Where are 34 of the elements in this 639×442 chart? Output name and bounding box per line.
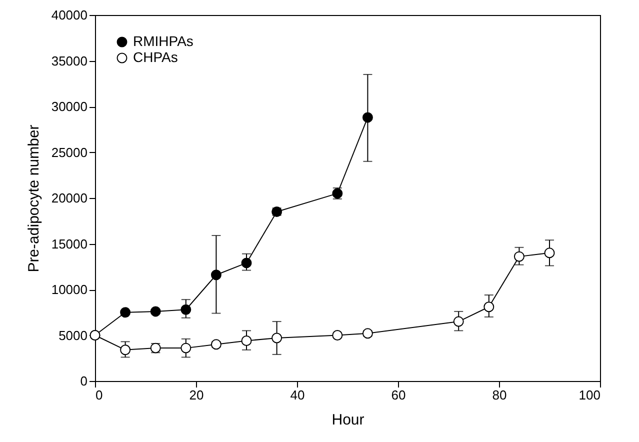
y-axis-title: Pre-adipocyte number [25, 124, 42, 272]
y-tick-label: 15000 [51, 236, 88, 252]
x-tick-label: 60 [391, 388, 406, 402]
x-tick-label: 80 [492, 388, 507, 402]
point [514, 251, 524, 262]
point [241, 336, 252, 346]
point [150, 306, 161, 317]
x-tick-label: 20 [189, 388, 204, 402]
point [484, 302, 494, 312]
point [453, 316, 464, 327]
point [241, 258, 252, 268]
point [120, 307, 131, 318]
x-tick-label: 0 [96, 388, 103, 402]
y-tick-label: 10000 [51, 282, 88, 297]
point [332, 330, 343, 340]
legend-label: RMIHPAs [133, 33, 194, 49]
x-axis-title: Hour [332, 412, 364, 428]
y-tick-label: 0 [80, 374, 88, 388]
y-tick-label: 5000 [58, 328, 88, 343]
point [180, 304, 192, 315]
point [362, 112, 373, 123]
point [210, 270, 222, 280]
point [180, 342, 192, 354]
y-tick-label: 40000 [51, 8, 88, 22]
y-tick-label: 20000 [51, 190, 88, 206]
x-tick-label: 100 [578, 388, 600, 402]
point [272, 332, 282, 344]
y-tick-label: 30000 [51, 99, 88, 114]
y-tick-label: 25000 [51, 144, 88, 160]
y-tick-label: 35000 [51, 53, 88, 68]
x-tick-label: 40 [290, 388, 305, 402]
point [544, 248, 555, 258]
legend-label: CHPAs [133, 49, 178, 65]
point [120, 344, 131, 356]
